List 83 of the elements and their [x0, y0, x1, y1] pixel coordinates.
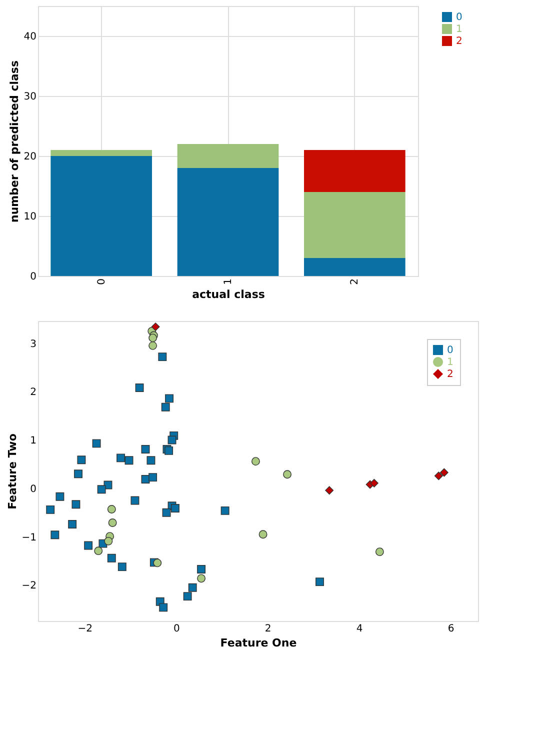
point	[251, 457, 260, 466]
point	[108, 518, 117, 527]
point	[118, 562, 126, 572]
point	[165, 394, 174, 403]
point	[375, 548, 384, 556]
point	[183, 592, 192, 601]
point	[92, 439, 101, 448]
x-tick-label: 1	[223, 278, 234, 285]
point	[170, 504, 180, 512]
point	[440, 468, 448, 477]
point	[162, 508, 171, 517]
bar	[304, 258, 406, 276]
legend-label: 2	[456, 36, 462, 47]
point	[159, 603, 168, 612]
point	[220, 506, 230, 515]
point	[146, 456, 156, 465]
y-tick-label: −2	[22, 580, 36, 592]
y-axis-title: number of predicted class	[8, 60, 21, 223]
y-tick-label: 1	[30, 436, 36, 447]
point	[50, 530, 60, 540]
point	[283, 470, 292, 479]
point	[148, 334, 158, 342]
point	[74, 470, 82, 478]
x-tick-label: −2	[78, 624, 93, 634]
point	[148, 341, 158, 350]
point	[161, 402, 170, 412]
y-tick-label: 40	[24, 32, 36, 42]
point	[158, 352, 167, 362]
y-tick-label: 20	[24, 152, 36, 162]
text: 2	[447, 369, 454, 380]
point	[370, 478, 378, 488]
point	[197, 574, 206, 583]
point	[116, 454, 126, 462]
x-tick-label: 0	[173, 624, 180, 634]
legend-label: 0	[447, 345, 454, 356]
point	[107, 554, 116, 562]
point	[130, 496, 140, 505]
x-tick-label: 0	[96, 278, 108, 285]
point	[46, 505, 55, 514]
point	[168, 436, 176, 444]
point	[107, 505, 116, 514]
x-tick-label: 6	[448, 624, 454, 634]
y-tick-label: 3	[30, 338, 36, 350]
point	[434, 472, 443, 480]
x-tick-label: 2	[350, 278, 361, 285]
point	[56, 492, 64, 501]
point	[124, 456, 134, 465]
y-tick-label: 2	[30, 387, 36, 398]
bar	[50, 150, 152, 156]
text: 1	[456, 24, 462, 35]
bar	[304, 192, 406, 258]
point	[151, 322, 160, 332]
bar	[50, 156, 152, 276]
y-tick-label: 0	[30, 484, 36, 495]
point	[68, 520, 77, 528]
point	[77, 456, 86, 464]
point	[148, 473, 158, 482]
point	[104, 536, 113, 546]
text: 0	[456, 12, 462, 23]
point	[188, 583, 197, 592]
point	[141, 445, 150, 454]
x-tick-label: 4	[356, 624, 363, 634]
legend-label: 1	[447, 357, 454, 368]
point	[197, 565, 206, 574]
point	[84, 541, 93, 550]
y-tick-label: 10	[24, 212, 36, 222]
y-axis-title: Feature Two	[6, 433, 19, 510]
point	[135, 384, 144, 392]
x-axis-title: Feature One	[220, 636, 297, 650]
bar	[177, 144, 279, 168]
point	[258, 530, 268, 539]
bar	[177, 168, 279, 276]
point	[325, 486, 334, 495]
y-tick-label: 30	[24, 92, 36, 102]
x-axis-title: actual class	[192, 288, 266, 301]
x-tick-label: 2	[264, 624, 272, 634]
point	[97, 485, 106, 494]
point	[153, 558, 162, 568]
point	[316, 578, 324, 586]
point	[94, 546, 103, 556]
point	[72, 500, 80, 509]
y-tick-label: −1	[22, 532, 36, 544]
bar	[304, 150, 406, 192]
